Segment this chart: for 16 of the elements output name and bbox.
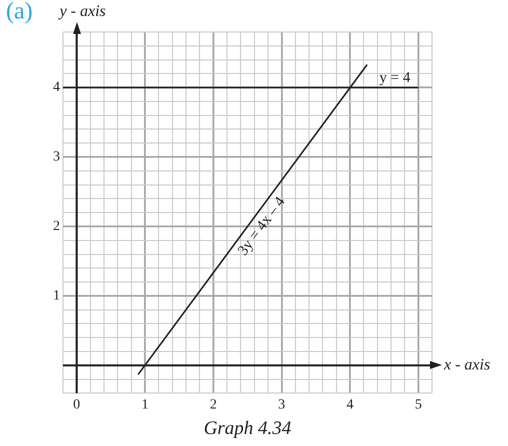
- y-tick-label: 2: [53, 219, 60, 234]
- series-label: y = 4: [379, 70, 411, 86]
- x-tick-label: 1: [142, 397, 148, 412]
- x-tick-label: 2: [210, 397, 217, 412]
- x-tick-label: 5: [414, 397, 422, 412]
- caption: Graph 4.34: [204, 418, 292, 440]
- x-tick-label: 3: [278, 397, 286, 412]
- x-axis-title: x - axis: [443, 356, 490, 374]
- y-axis-title: y - axis: [58, 3, 106, 20]
- y-tick-label: 3: [53, 150, 60, 165]
- y-tick-label: 4: [53, 80, 60, 96]
- x-tick-label: 0: [73, 397, 80, 412]
- y-tick-label: 1: [53, 288, 60, 304]
- chart-title: (a): [6, 0, 33, 24]
- x-tick-label: 4: [346, 397, 354, 412]
- text: 3y = 4x – 4: [235, 194, 289, 259]
